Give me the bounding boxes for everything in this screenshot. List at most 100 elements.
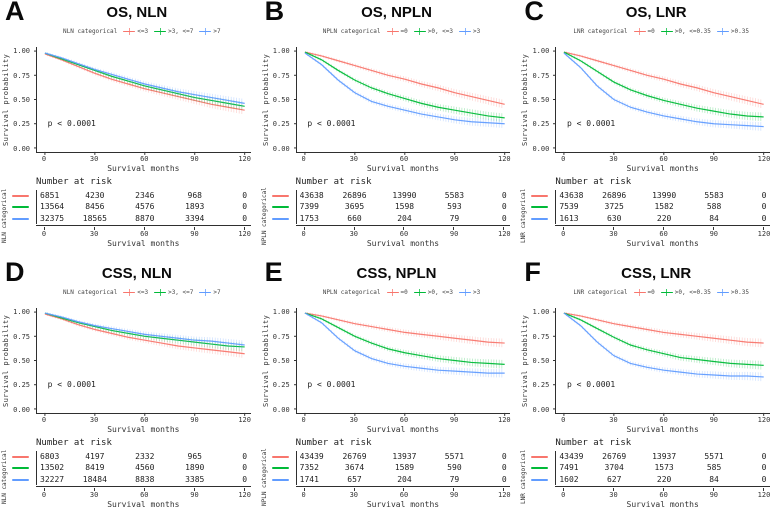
x-tick-label: 60 xyxy=(140,155,149,163)
plot-area: p < 0.0001 xyxy=(293,308,511,416)
x-axis-label: Survival months xyxy=(366,425,440,434)
risk-key-icon xyxy=(271,194,289,197)
y-tick-label: 0.00 xyxy=(13,144,30,153)
risk-count: 0 xyxy=(242,451,248,461)
x-tick-label: 120 xyxy=(238,416,251,424)
legend-item: >0, <=3 xyxy=(413,289,453,296)
x-tick-label: 30 xyxy=(89,416,99,424)
legend-key-icon xyxy=(716,289,729,296)
risk-table-header: Number at risk xyxy=(555,438,632,448)
legend-label: =0 xyxy=(647,28,655,35)
risk-count: 4576 xyxy=(135,202,155,212)
x-tick-label: 90 xyxy=(190,416,199,424)
risk-count: 4560 xyxy=(135,463,155,473)
survival-curves-chart xyxy=(293,311,505,416)
risk-count: 79 xyxy=(449,213,460,223)
risk-count: 13502 xyxy=(40,463,65,473)
risk-count: 1753 xyxy=(299,213,319,223)
risk-count: 220 xyxy=(656,213,672,223)
legend-key-icon xyxy=(459,28,472,35)
legend: NPLN categorical =0 >0, <=3 >3 xyxy=(286,28,518,35)
plot-area: p < 0.0001 xyxy=(553,47,770,155)
risk-row: 6851 4230 2346 968 0 xyxy=(37,190,251,202)
legend-item: >0.35 xyxy=(716,289,749,296)
x-tick-label: 30 xyxy=(349,491,358,499)
x-tick-label: 0 xyxy=(41,155,47,163)
x-tick-label: 120 xyxy=(497,230,511,238)
legend-key-icon xyxy=(386,289,399,296)
survival-curve-blue xyxy=(563,312,765,378)
risk-key-icon xyxy=(271,455,289,458)
risk-count: 18484 xyxy=(82,474,107,484)
risk-key-icon xyxy=(271,478,289,481)
legend-key-icon xyxy=(413,28,426,35)
legend-label: >0.35 xyxy=(730,289,749,296)
x-tick-label: 0 xyxy=(41,416,47,424)
survival-curve-green xyxy=(44,312,245,348)
risk-count: 1582 xyxy=(654,202,674,212)
risk-row-keys xyxy=(271,177,294,229)
panel-letter: D xyxy=(5,257,25,287)
legend-label: >3, <=7 xyxy=(168,289,194,296)
risk-count: 8456 xyxy=(85,202,105,212)
panel-title: CSS, NLN xyxy=(101,265,172,282)
x-tick-label: 60 xyxy=(399,491,409,499)
risk-key-icon xyxy=(531,206,549,209)
risk-count: 8838 xyxy=(135,474,155,484)
legend-label: >0, <=0.35 xyxy=(674,28,711,35)
x-axis-tick-labels: 0 30 60 90 120 xyxy=(36,155,251,164)
survival-curve-green xyxy=(44,52,245,107)
legend-label: =0 xyxy=(400,289,408,296)
legend-label: =0 xyxy=(400,28,408,35)
p-value: p < 0.0001 xyxy=(567,380,616,390)
y-axis-label: Survival probability xyxy=(261,314,270,408)
risk-count: 0 xyxy=(242,474,248,484)
legend-item: <=3 xyxy=(123,289,148,296)
risk-x-tick-labels: 0 30 60 90 120 xyxy=(36,491,251,500)
x-tick-label: 60 xyxy=(659,230,668,238)
x-tick-label: 90 xyxy=(709,491,719,499)
risk-count: 7491 xyxy=(559,463,579,473)
risk-table: NPLN categorical Number at risk 43638 268… xyxy=(260,177,520,261)
risk-count: 4230 xyxy=(85,190,105,200)
risk-x-tick-labels: 0 30 60 90 120 xyxy=(36,230,251,239)
y-tick-label: 1.00 xyxy=(13,47,30,56)
x-tick-label: 120 xyxy=(238,155,251,163)
legend-item: >3, <=7 xyxy=(154,28,193,35)
risk-rows: 43439 26769 13937 5571 0 7352 3674 1589 590 0 17… xyxy=(295,450,511,486)
x-axis-label: Survival months xyxy=(366,239,440,248)
p-value: p < 0.0001 xyxy=(307,380,356,390)
risk-count: 593 xyxy=(447,202,462,212)
y-tick-label: 0.75 xyxy=(532,71,550,80)
risk-row: 13502 8419 4560 1890 0 xyxy=(37,462,251,474)
risk-axis-label: NPLN categorical xyxy=(260,187,268,245)
legend-item: =0 xyxy=(386,28,408,35)
x-tick-label: 30 xyxy=(609,416,618,424)
panel-title: OS, NLN xyxy=(106,4,168,21)
plot-area: p < 0.0001 xyxy=(553,308,770,416)
risk-rows: 6851 4230 2346 968 0 13564 8456 4576 1893 0 3237… xyxy=(36,189,251,225)
risk-count: 630 xyxy=(606,213,622,223)
risk-key-icon xyxy=(12,478,29,481)
y-axis-tick-labels: 1.00 0.75 0.50 0.25 0.00 xyxy=(12,308,32,414)
survival-curve-green xyxy=(304,51,505,119)
x-tick-label: 30 xyxy=(349,230,358,238)
y-tick-label: 0.75 xyxy=(13,332,30,341)
x-tick-label: 90 xyxy=(709,416,719,424)
risk-row: 7491 3704 1573 585 0 xyxy=(556,462,770,474)
legend-label: >3 xyxy=(473,28,481,35)
x-tick-label: 30 xyxy=(89,491,99,499)
x-tick-label: 90 xyxy=(449,155,459,163)
panel-c: C OS, LNR LNR categorical =0 >0, <=0.35 … xyxy=(519,0,779,261)
y-tick-label: 1.00 xyxy=(13,308,30,317)
x-tick-label: 120 xyxy=(497,491,511,499)
risk-count: 32227 xyxy=(40,474,65,484)
x-axis-label: Survival months xyxy=(107,425,180,434)
risk-axis-line xyxy=(36,485,251,491)
legend-key-icon xyxy=(199,289,212,296)
x-tick-label: 90 xyxy=(190,155,199,163)
x-tick-label: 60 xyxy=(140,416,149,424)
risk-count: 0 xyxy=(761,202,767,212)
risk-count: 1602 xyxy=(559,474,579,484)
risk-key-icon xyxy=(531,455,549,458)
